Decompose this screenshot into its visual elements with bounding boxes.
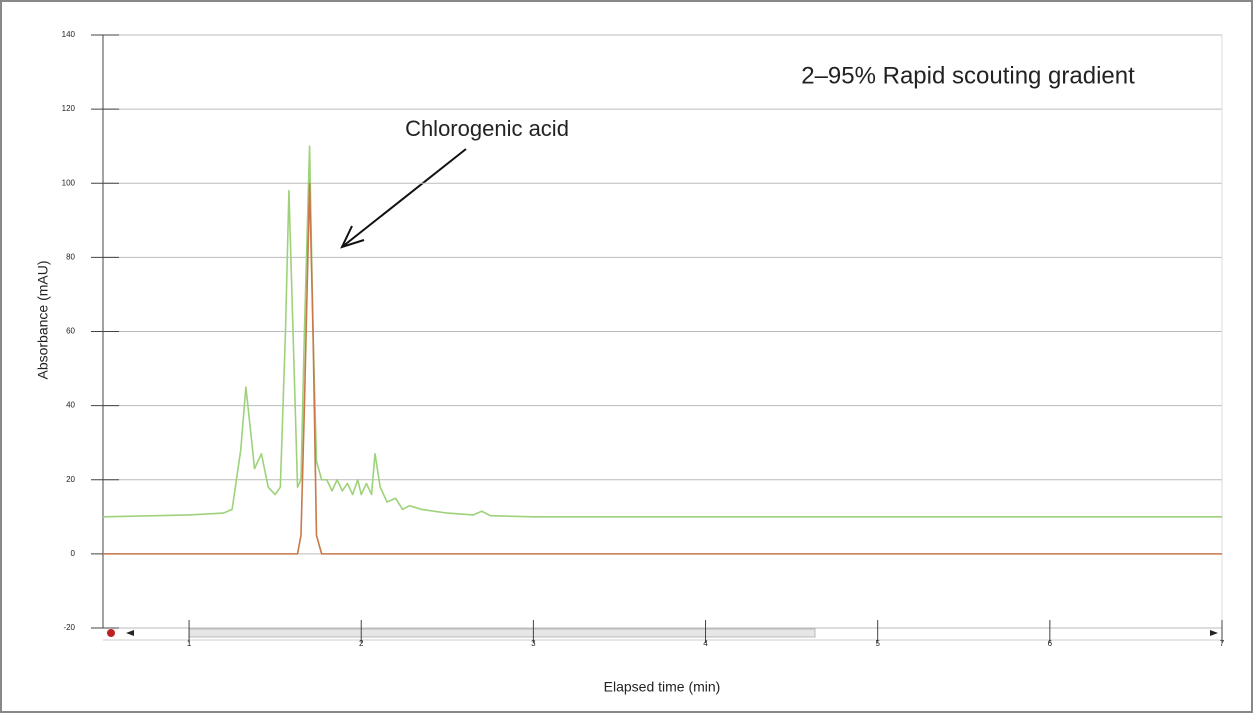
x-tick-label: 4	[703, 639, 708, 648]
y-tick-label: 140	[62, 30, 76, 39]
x-tick-label: 7	[1220, 639, 1225, 648]
y-axis-title: Absorbance (mAU)	[35, 260, 51, 379]
y-tick-label: 80	[66, 252, 75, 261]
y-tick-label: 40	[66, 401, 75, 410]
y-tick-label: 60	[66, 327, 75, 336]
y-tick-label: 120	[62, 104, 76, 113]
series-line	[103, 182, 1222, 555]
y-tick-label: -20	[63, 623, 75, 632]
x-tick-label: 5	[875, 639, 880, 648]
y-tick-label: 20	[66, 475, 75, 484]
x-tick-label: 1	[187, 639, 192, 648]
y-tick-label: 100	[62, 178, 76, 187]
series-line	[102, 145, 1222, 518]
annotation-arrow	[340, 148, 467, 249]
x-tick-label: 6	[1048, 639, 1053, 648]
x-axis-title: Elapsed time (min)	[604, 679, 721, 695]
chart-title: 2–95% Rapid scouting gradient	[801, 62, 1135, 89]
y-tick-label: 0	[71, 549, 76, 558]
x-tick-label: 3	[531, 639, 536, 648]
annotation: Chlorogenic acid	[405, 116, 569, 141]
x-tick-label: 2	[359, 639, 364, 648]
